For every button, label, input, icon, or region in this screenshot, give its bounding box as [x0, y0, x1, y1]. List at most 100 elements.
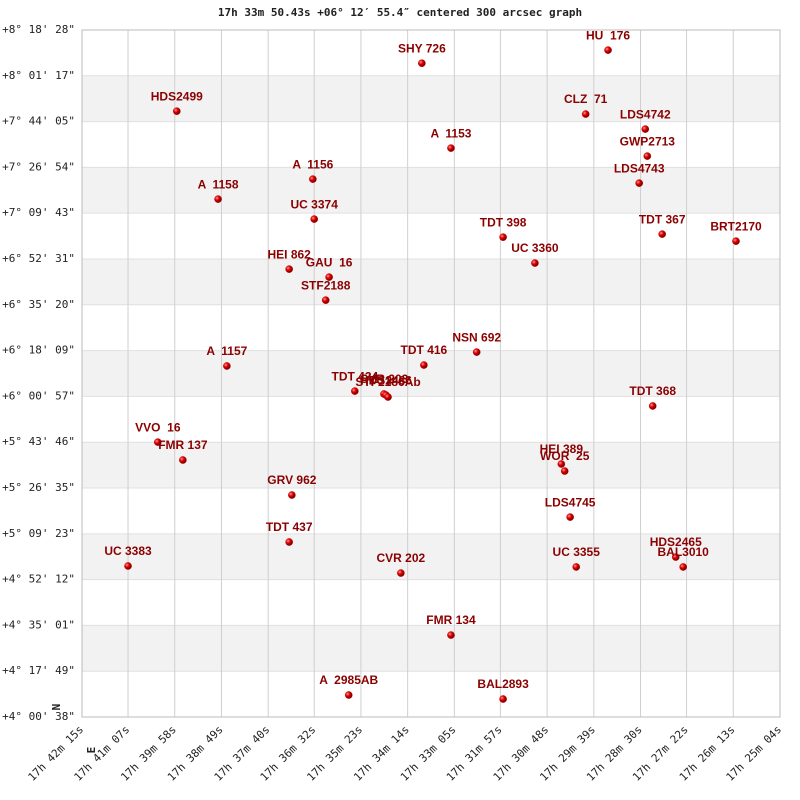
y-tick-label: +4° 35' 01" [2, 618, 75, 631]
star-label: A 1158 [198, 177, 239, 191]
star-point [499, 233, 507, 241]
star-point [310, 215, 319, 223]
star-label: HDS2499 [151, 89, 203, 103]
star-point [214, 195, 222, 203]
star-point [472, 348, 481, 356]
star-label: LDS4745 [545, 495, 596, 509]
y-tick-label: +6° 52' 31" [2, 252, 75, 265]
star-label: LDS4743 [614, 161, 665, 175]
marks: SHY 726 HU 176 HDS2499 CLZ 71 LDS4742 A 1153 G… [104, 28, 762, 703]
y-tick-label: +5° 09' 23" [2, 527, 75, 540]
star-point [418, 59, 426, 68]
star-point [581, 110, 590, 118]
star-label: A 2985AB [319, 673, 378, 687]
star-point [671, 553, 680, 561]
star-label: HEI 389 [540, 442, 584, 456]
star-label: UC 3374 [291, 197, 339, 211]
star-label: A 1153 [431, 126, 472, 140]
star-point [635, 179, 643, 187]
star-label: HDS2486 [360, 373, 412, 387]
chart-title: 17h 33m 50.43s +06° 12′ 55.4″ centered 3… [218, 6, 582, 19]
star-point [309, 175, 317, 183]
star-label: STF2188 [301, 278, 351, 292]
star-point [560, 467, 569, 475]
star-label: UC 3360 [511, 241, 559, 255]
y-tick-label: +6° 35' 20" [2, 298, 75, 311]
star-label: UC 3355 [553, 545, 601, 559]
star-label: TDT 398 [480, 215, 527, 229]
y-tick-label: +4° 52' 12" [2, 573, 75, 586]
star-label: UC 3383 [104, 544, 152, 558]
star-label: BRT2170 [710, 219, 762, 233]
star-point [351, 387, 359, 395]
star-label: GWP2713 [620, 134, 676, 148]
star-point [531, 259, 539, 267]
plot-frame [81, 29, 781, 718]
star-label: BAL3010 [658, 545, 710, 559]
y-tick-label: +6° 18' 09" [2, 344, 75, 357]
star-label: HEI 862 [267, 247, 311, 261]
y-tick-label: +7° 44' 05" [2, 115, 75, 128]
row-band [82, 625, 780, 672]
y-tick-label: +7° 09' 43" [2, 206, 75, 219]
star-point [604, 46, 612, 54]
star-label: NSN 692 [452, 330, 501, 344]
star-point [641, 125, 650, 133]
star-label: CLZ 71 [564, 92, 608, 106]
star-point [325, 273, 333, 281]
y-tick-label: +4° 00' 38" [2, 710, 75, 723]
star-label: GAU 16 [306, 255, 353, 269]
row-band [82, 167, 780, 214]
star-point [172, 107, 181, 115]
star-point [420, 361, 428, 369]
y-tick-label: +8° 18' 28" [2, 23, 75, 36]
north-label: N [50, 704, 63, 711]
star-label: WOR 25 [540, 449, 590, 463]
star-point [285, 265, 293, 273]
y-tick-label: +5° 26' 35" [2, 481, 75, 494]
star-point [732, 237, 740, 245]
star-point [154, 438, 162, 446]
star-label: LDS4742 [620, 107, 671, 121]
bands [82, 75, 780, 672]
star-label: HDS2465 [650, 535, 702, 549]
star-label: GRV 962 [267, 473, 316, 487]
star-label: CVR 202 [377, 551, 426, 565]
east-label: E [85, 747, 98, 754]
star-label: VVO 16 [135, 420, 181, 434]
star-point [397, 569, 405, 577]
row-band [82, 259, 780, 305]
y-tick-label: +8° 01' 17" [2, 69, 75, 82]
star-label: TDT 368 [629, 384, 676, 398]
star-label: TDT 416 [401, 343, 448, 357]
star-label: CVR 203 [360, 372, 409, 386]
star-label: A 1157 [206, 344, 247, 358]
row-band [82, 533, 780, 580]
star-label: FMR 134 [426, 613, 476, 627]
star-point [223, 362, 231, 370]
star-label: SHY 726 [398, 41, 446, 55]
star-point [643, 152, 652, 160]
star-label: HU 176 [586, 28, 630, 42]
row-band [82, 75, 780, 122]
star-point [557, 460, 566, 468]
star-label: TDT 424 [331, 369, 378, 383]
y-tick-label: +4° 17' 49" [2, 664, 75, 677]
star-label: TDT 437 [266, 520, 313, 534]
star-label: TDT 367 [639, 212, 686, 226]
star-point [384, 393, 392, 401]
row-band [82, 442, 780, 488]
star-point [344, 691, 353, 699]
y-tick-label: +7° 26' 54" [2, 160, 75, 173]
star-label: A 1156 [292, 157, 333, 171]
star-point [321, 296, 330, 304]
star-point [447, 631, 455, 639]
star-point [658, 230, 666, 238]
star-label: FMR 137 [158, 438, 208, 452]
star-point [648, 402, 657, 410]
star-point [499, 695, 507, 703]
row-band [82, 350, 780, 397]
star-label: BAL2893 [477, 677, 529, 691]
star-point [124, 562, 132, 570]
